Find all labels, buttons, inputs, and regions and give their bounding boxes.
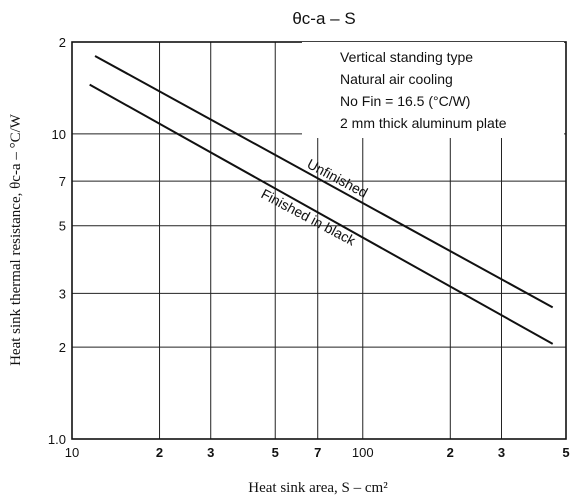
annotation-line-1: Vertical standing type <box>340 49 473 65</box>
y-tick-labels: 1.0 2 3 5 7 10 2 <box>48 35 66 447</box>
x-tick-label: 3 <box>498 445 505 460</box>
y-tick-label: 10 <box>52 127 66 142</box>
series-label-finished-in-black: Finished in black <box>259 186 359 250</box>
series-label-unfinished: Unfinished <box>305 156 371 201</box>
y-axis-label: Heat sink thermal resistance, θc-a – °C/… <box>8 113 24 366</box>
x-tick-labels: 10 2 3 5 7 100 2 3 5 <box>65 445 570 460</box>
series <box>89 55 554 345</box>
x-tick-label: 2 <box>447 445 454 460</box>
x-tick-label: 10 <box>65 445 79 460</box>
series-line-finished-in-black <box>89 83 554 345</box>
x-tick-label: 5 <box>562 445 569 460</box>
x-axis-label: Heat sink area, S – cm² <box>248 480 388 496</box>
y-tick-label: 2 <box>59 35 66 50</box>
x-tick-label: 7 <box>314 445 321 460</box>
y-tick-label: 1.0 <box>48 432 66 447</box>
x-tick-label: 2 <box>156 445 163 460</box>
x-tick-label: 3 <box>207 445 214 460</box>
y-tick-label: 2 <box>59 340 66 355</box>
x-tick-label: 100 <box>352 445 374 460</box>
annotation-line-3: No Fin = 16.5 (°C/W) <box>340 93 470 109</box>
series-line-unfinished <box>94 55 554 309</box>
y-tick-label: 7 <box>59 174 66 189</box>
annotation-line-2: Natural air cooling <box>340 71 453 87</box>
x-tick-label: 5 <box>272 445 279 460</box>
y-tick-label: 3 <box>59 286 66 301</box>
annotation-box <box>302 42 564 138</box>
y-tick-label: 5 <box>59 219 66 234</box>
annotation-line-4: 2 mm thick aluminum plate <box>340 115 507 131</box>
chart-title: θc-a – S <box>292 9 355 28</box>
